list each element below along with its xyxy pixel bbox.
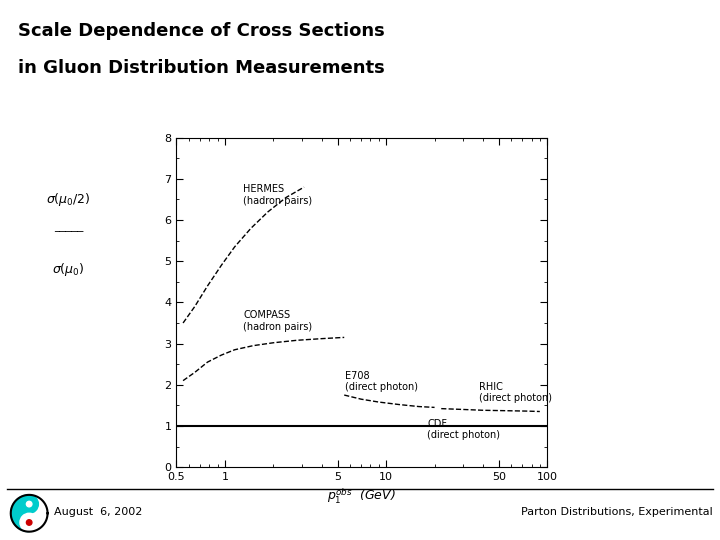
Circle shape [20,513,38,532]
Text: in Gluon Distribution Measurements: in Gluon Distribution Measurements [18,59,384,77]
Text: RHIC
(direct photon): RHIC (direct photon) [480,382,552,403]
Text: HERMES
(hadron pairs): HERMES (hadron pairs) [243,184,312,206]
Text: Parton Distributions, Experimental: Parton Distributions, Experimental [521,507,713,517]
Text: $\sigma(\mu_0)$: $\sigma(\mu_0)$ [52,261,85,279]
Text: CDF
(direct photon): CDF (direct photon) [427,418,500,440]
Text: Scale Dependence of Cross Sections: Scale Dependence of Cross Sections [18,22,384,40]
Text: E708
(direct photon): E708 (direct photon) [346,370,418,392]
Circle shape [27,519,32,525]
Polygon shape [29,495,48,532]
Polygon shape [11,495,29,532]
Circle shape [20,495,38,513]
Text: $\sigma(\mu_0/2)$: $\sigma(\mu_0/2)$ [46,191,91,208]
Text: COMPASS
(hadron pairs): COMPASS (hadron pairs) [243,310,312,332]
X-axis label: $p_1^{obs}$  (GeV): $p_1^{obs}$ (GeV) [328,486,396,505]
Text: August  6, 2002: August 6, 2002 [54,507,143,517]
Text: ─────: ───── [54,227,83,237]
Circle shape [27,501,32,507]
